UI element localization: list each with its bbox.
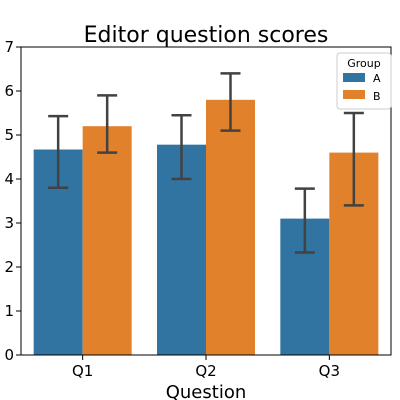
y-tick-label: 7	[4, 38, 14, 56]
y-tick-label: 3	[4, 214, 14, 232]
legend-swatch-a	[343, 73, 365, 82]
y-tick-label: 2	[4, 258, 14, 276]
error-bar-a-q1	[48, 114, 69, 190]
bar-b-q2	[206, 99, 255, 355]
x-tick-label: Q2	[195, 362, 216, 380]
error-bar-b-q1	[97, 94, 118, 154]
legend-label-b: B	[373, 90, 381, 103]
legend-swatch-b	[343, 90, 365, 99]
legend-label-a: A	[373, 72, 381, 85]
chart-title: Editor question scores	[84, 23, 329, 48]
error-bar-a-q2	[171, 113, 192, 181]
y-tick-label: 6	[4, 82, 14, 100]
y-tick-label: 5	[4, 126, 14, 144]
bar-b-q1	[82, 126, 132, 355]
bars-layer	[33, 99, 379, 355]
error-bar-b-q3	[343, 111, 364, 207]
legend: Group A B	[336, 52, 392, 110]
error-bars-layer	[48, 72, 364, 254]
x-tick-label: Q1	[72, 362, 93, 380]
y-ticks: 0 1 2 3 4 5 6 7	[4, 38, 21, 364]
legend-title: Group	[347, 57, 381, 70]
x-ticks: Q1 Q2 Q3	[72, 355, 340, 380]
y-tick-label: 0	[4, 346, 14, 364]
error-bar-a-q3	[294, 187, 315, 254]
y-tick-label: 4	[4, 170, 14, 188]
x-tick-label: Q3	[319, 362, 340, 380]
x-axis-label: Question	[166, 382, 247, 400]
error-bar-b-q2	[220, 72, 241, 132]
y-tick-label: 1	[4, 302, 14, 320]
